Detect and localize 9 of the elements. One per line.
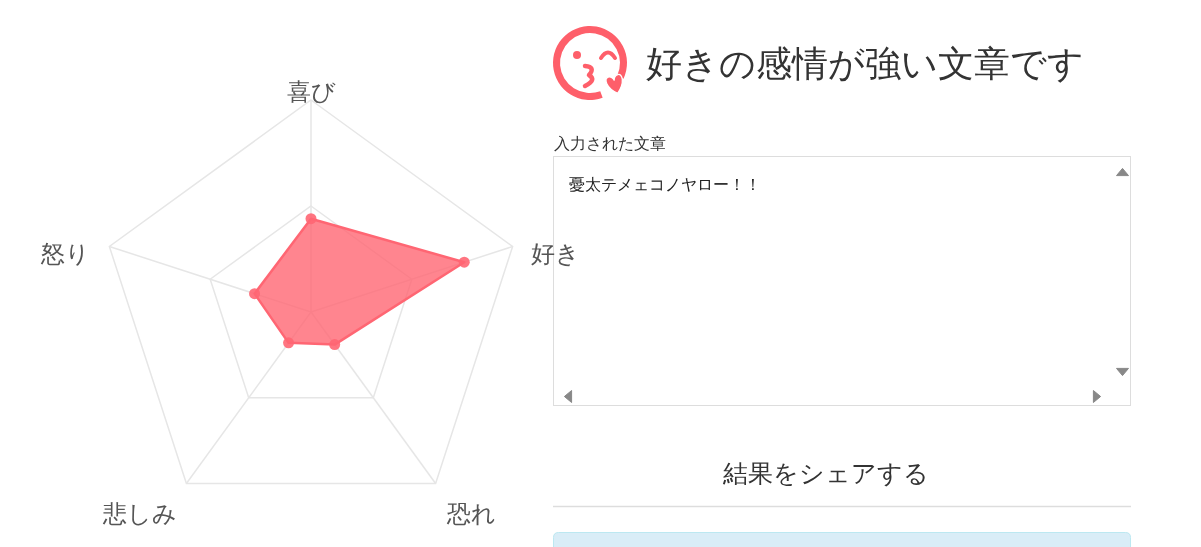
spoke-label: 好き [530,240,580,269]
spoke-label: 怒り [40,240,91,269]
text: 憂太テメェコノヤロー！！ [569,174,761,194]
text: 入力された文章 [554,133,666,153]
spoke-label: 恐れ [445,499,496,528]
spoke-label: 喜び [286,78,336,106]
spoke-label: 悲しみ [102,499,178,528]
text: 結果をシェアする [722,458,929,488]
text: 好きの感情が強い文章です [646,42,1084,84]
